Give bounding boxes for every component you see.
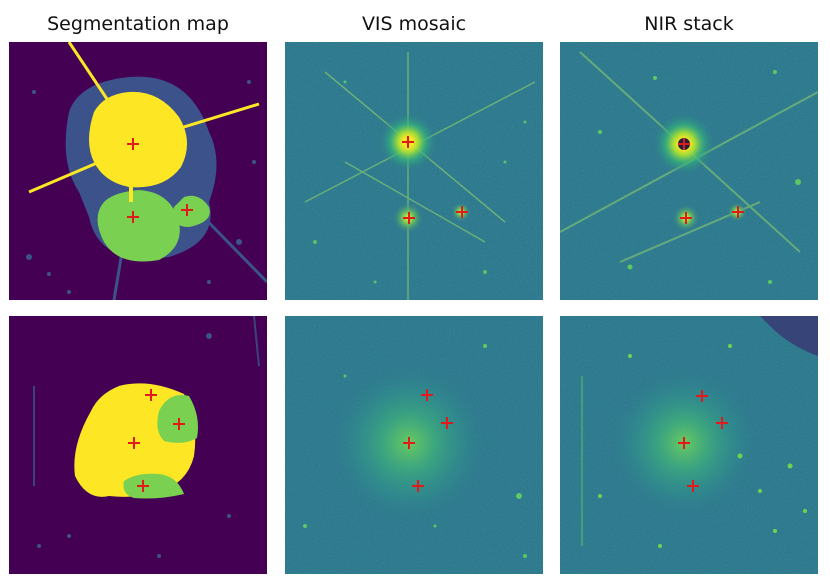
title-nir-stack: NIR stack xyxy=(644,13,734,35)
nir-stack-panel-row2 xyxy=(560,316,818,574)
nir-stack-image-row2 xyxy=(560,316,818,574)
vis-mosaic-image-row2 xyxy=(285,316,543,574)
segmentation-map-panel-row1 xyxy=(9,42,267,300)
nir-stack-image-row1 xyxy=(560,42,818,300)
vis-mosaic-panel-row1 xyxy=(285,42,543,300)
nir-stack-panel-row1 xyxy=(560,42,818,300)
title-vis-mosaic: VIS mosaic xyxy=(361,13,467,35)
vis-mosaic-image-row1 xyxy=(285,42,543,300)
segmentation-map-image-row1 xyxy=(9,42,267,300)
segmentation-map-panel-row2 xyxy=(9,316,267,574)
segmentation-map-image-row2 xyxy=(9,316,267,574)
vis-mosaic-panel-row2 xyxy=(285,316,543,574)
title-segmentation-map: Segmentation map xyxy=(47,13,229,35)
